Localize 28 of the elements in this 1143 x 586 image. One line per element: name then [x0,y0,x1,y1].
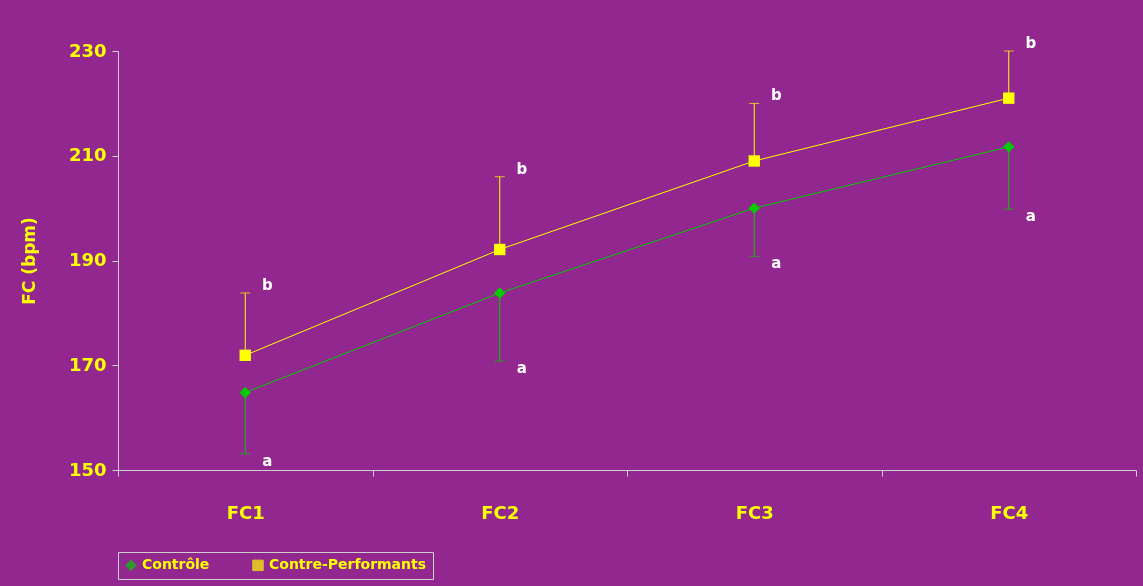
y-axis-title: FC (bpm) [18,217,39,305]
y-tick-label: 210 [68,144,107,166]
annotation: a [516,359,527,378]
annotation: a [1025,207,1036,226]
point [1003,141,1015,153]
legend-label: Contre-Performants [269,556,427,573]
annotation: b [1025,34,1037,52]
y-tick-label: 150 [68,458,107,480]
annotation: b [770,86,782,105]
y-tick-label: 190 [68,249,107,270]
x-tick-label: FC2 [481,501,520,523]
point [239,386,251,399]
y-tick-label: 170 [68,353,107,375]
point [494,287,506,299]
x-tick-label: FC3 [735,501,774,523]
annotation: b [516,159,528,178]
annotation: a [771,254,782,273]
x-tick-label: FC4 [990,501,1029,523]
annotation: b [261,275,273,294]
y-tick-label: 230 [68,39,107,61]
legend-label: Contrôle [142,556,210,573]
point [748,202,760,214]
point [1003,92,1015,104]
point [494,243,506,256]
point [748,155,760,167]
point [239,349,251,361]
annotation: a [262,451,273,470]
x-tick-label: FC1 [226,501,265,523]
